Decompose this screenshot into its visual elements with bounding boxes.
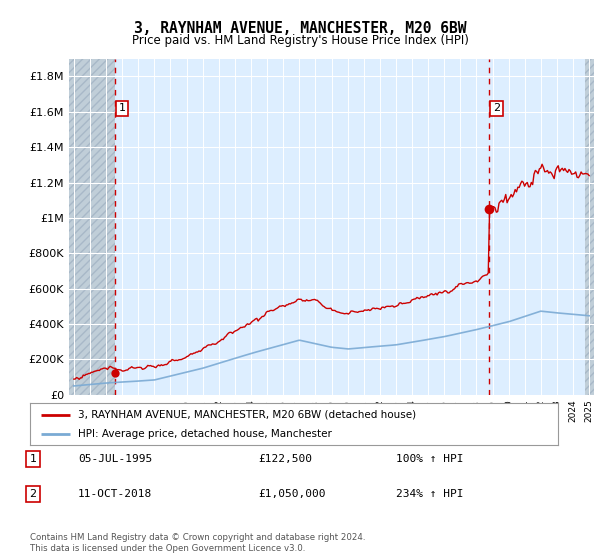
Text: 3, RAYNHAM AVENUE, MANCHESTER, M20 6BW: 3, RAYNHAM AVENUE, MANCHESTER, M20 6BW bbox=[134, 21, 466, 36]
Text: 100% ↑ HPI: 100% ↑ HPI bbox=[396, 454, 464, 464]
Text: 234% ↑ HPI: 234% ↑ HPI bbox=[396, 489, 464, 499]
Text: £122,500: £122,500 bbox=[258, 454, 312, 464]
Text: 2: 2 bbox=[493, 103, 500, 113]
Text: 11-OCT-2018: 11-OCT-2018 bbox=[78, 489, 152, 499]
Text: £1,050,000: £1,050,000 bbox=[258, 489, 325, 499]
Text: 2: 2 bbox=[29, 489, 37, 499]
Text: 05-JUL-1995: 05-JUL-1995 bbox=[78, 454, 152, 464]
Text: Contains HM Land Registry data © Crown copyright and database right 2024.
This d: Contains HM Land Registry data © Crown c… bbox=[30, 533, 365, 553]
Text: 1: 1 bbox=[29, 454, 37, 464]
Text: 1: 1 bbox=[119, 103, 125, 113]
Bar bbox=[69, 59, 115, 395]
Bar bbox=[585, 59, 594, 395]
Text: 3, RAYNHAM AVENUE, MANCHESTER, M20 6BW (detached house): 3, RAYNHAM AVENUE, MANCHESTER, M20 6BW (… bbox=[77, 409, 416, 419]
Text: Price paid vs. HM Land Registry's House Price Index (HPI): Price paid vs. HM Land Registry's House … bbox=[131, 34, 469, 46]
Text: HPI: Average price, detached house, Manchester: HPI: Average price, detached house, Manc… bbox=[77, 429, 331, 439]
